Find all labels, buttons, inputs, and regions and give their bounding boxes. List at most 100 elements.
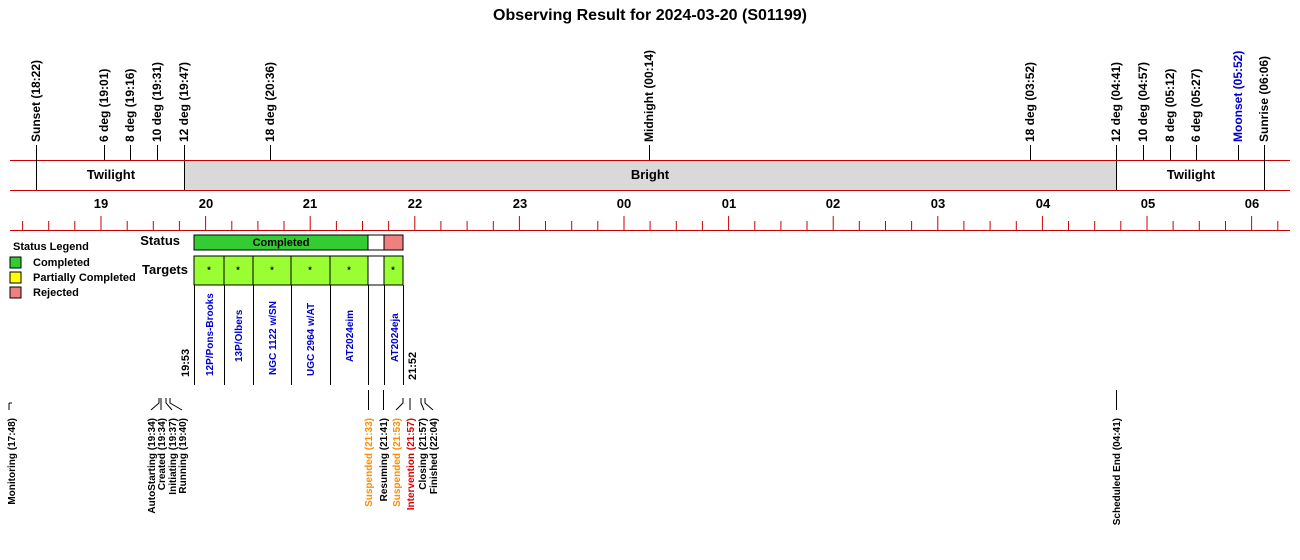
status-block-gap bbox=[367, 234, 385, 251]
start-time-label: 19:53 bbox=[180, 349, 192, 377]
log-event-created: Created (19:34) bbox=[157, 418, 168, 490]
legend-title: Status Legend bbox=[13, 241, 89, 253]
status-block-rejected[interactable] bbox=[383, 234, 404, 251]
log-connector bbox=[424, 398, 434, 411]
target-names: 12P/Pons-Brooks 13P/Olbers NGC 1122 w/SN… bbox=[180, 285, 419, 385]
sky-event-8deg-morning: 8 deg (05:12) bbox=[1163, 69, 1177, 160]
legend-swatch-partial bbox=[9, 271, 22, 284]
sky-event-label: 8 deg (05:12) bbox=[1163, 69, 1177, 142]
target-marker: * bbox=[236, 265, 240, 275]
end-time-label: 21:52 bbox=[407, 352, 419, 380]
sky-events: Sunset (18:22) 6 deg (19:01) 8 deg (19:1… bbox=[29, 50, 1271, 190]
sky-event-12deg-evening: 12 deg (19:47) bbox=[177, 62, 191, 160]
sky-event-6deg-morning: 6 deg (05:27) bbox=[1189, 69, 1203, 160]
hour-label: 03 bbox=[931, 196, 945, 211]
log-connector bbox=[165, 398, 173, 411]
target-name[interactable]: 13P/Olbers bbox=[234, 309, 245, 362]
hour-label: 00 bbox=[617, 196, 631, 211]
sky-event-sunset: Sunset (18:22) bbox=[29, 60, 43, 190]
sky-event-label: 12 deg (04:41) bbox=[1109, 62, 1123, 142]
log-event-running: Running (19:40) bbox=[178, 418, 189, 494]
target-name[interactable]: AT2024eim bbox=[345, 310, 356, 362]
log-connector bbox=[420, 398, 425, 411]
log-event-initiating: Initiating (19:37) bbox=[168, 418, 179, 495]
sky-event-label: Moonset (05:52) bbox=[1231, 51, 1245, 142]
hour-label: 04 bbox=[1036, 196, 1051, 211]
sky-bands: Twilight Bright Twilight bbox=[10, 160, 1290, 191]
hour-label: 19 bbox=[94, 196, 108, 211]
status-legend: Status Legend Completed Partially Comple… bbox=[9, 241, 136, 299]
sky-event-label: 18 deg (03:52) bbox=[1023, 62, 1037, 142]
log-connector bbox=[169, 398, 183, 411]
target-name[interactable]: 12P/Pons-Brooks bbox=[205, 293, 216, 376]
hour-ticks bbox=[22, 216, 1279, 230]
sky-event-label: Sunset (18:22) bbox=[29, 60, 43, 142]
sky-event-moonset: Moonset (05:52) bbox=[1231, 51, 1245, 160]
sky-event-10deg-evening: 10 deg (19:31) bbox=[150, 62, 164, 160]
target-block[interactable] bbox=[383, 255, 404, 286]
hour-label: 23 bbox=[513, 196, 527, 211]
sky-event-label: 10 deg (19:31) bbox=[150, 62, 164, 142]
log-event-intervention: Intervention (21:57) bbox=[406, 418, 417, 510]
target-block[interactable] bbox=[290, 255, 331, 286]
band-label-twilight: Twilight bbox=[87, 167, 136, 182]
target-block[interactable] bbox=[329, 255, 369, 286]
target-name[interactable]: UGC 2964 w/AT bbox=[306, 303, 317, 376]
hour-label: 02 bbox=[826, 196, 840, 211]
band-twilight-morning bbox=[1116, 161, 1290, 190]
log-connector bbox=[395, 398, 404, 411]
log-event-suspended: Suspended (21:33) bbox=[364, 418, 375, 507]
log-event-closing: Closing (21:57) bbox=[418, 418, 429, 490]
log-connector bbox=[150, 398, 160, 411]
hour-label: 05 bbox=[1141, 196, 1155, 211]
status-row-label: Status bbox=[140, 233, 180, 248]
sky-event-label: Midnight (00:14) bbox=[642, 50, 656, 142]
hour-label: 22 bbox=[408, 196, 422, 211]
log-event-suspended: Suspended (21:53) bbox=[392, 418, 403, 507]
log-event-scheduled-end: Scheduled End (04:41) bbox=[1112, 418, 1123, 525]
hour-label: 06 bbox=[1245, 196, 1259, 211]
log-event-monitoring: Monitoring (17:48) bbox=[7, 418, 18, 505]
status-bar: Completed bbox=[193, 234, 404, 251]
log-events: Monitoring (17:48) AutoStarting (19:34) … bbox=[7, 418, 1123, 525]
legend-swatch-rejected bbox=[9, 286, 22, 299]
sky-event-6deg-evening: 6 deg (19:01) bbox=[97, 69, 111, 160]
target-marker: * bbox=[207, 265, 211, 275]
target-block-gap bbox=[367, 255, 385, 286]
target-block[interactable] bbox=[223, 255, 254, 286]
band-bright bbox=[184, 161, 1116, 190]
sky-event-label: 12 deg (19:47) bbox=[177, 62, 191, 142]
sky-event-12deg-morning: 12 deg (04:41) bbox=[1109, 62, 1123, 160]
sky-event-8deg-evening: 8 deg (19:16) bbox=[123, 69, 137, 160]
band-label-twilight: Twilight bbox=[1167, 167, 1216, 182]
status-block-label: Completed bbox=[253, 237, 310, 249]
chart-title: Observing Result for 2024-03-20 (S01199) bbox=[493, 7, 807, 24]
target-name[interactable]: NGC 1122 w/SN bbox=[268, 301, 279, 375]
sky-event-sunrise: Sunrise (06:06) bbox=[1257, 56, 1271, 190]
target-block[interactable] bbox=[252, 255, 292, 286]
legend-label-partial: Partially Completed bbox=[33, 272, 136, 284]
log-event-finished: Finished (22:04) bbox=[429, 418, 440, 494]
sky-event-18deg-morning: 18 deg (03:52) bbox=[1023, 62, 1037, 160]
band-twilight-evening bbox=[10, 161, 184, 190]
target-marker: * bbox=[391, 265, 395, 275]
hour-label: 21 bbox=[303, 196, 317, 211]
legend-label-rejected: Rejected bbox=[33, 287, 79, 299]
sky-event-10deg-morning: 10 deg (04:57) bbox=[1136, 62, 1150, 160]
target-marker: * bbox=[270, 265, 274, 275]
hour-label: 20 bbox=[199, 196, 213, 211]
sky-event-label: Sunrise (06:06) bbox=[1257, 56, 1271, 142]
log-event-resuming: Resuming (21:41) bbox=[379, 418, 390, 501]
target-name[interactable]: AT2024eja bbox=[390, 313, 401, 362]
band-label-bright: Bright bbox=[631, 167, 670, 182]
sky-event-midnight: Midnight (00:14) bbox=[642, 50, 656, 160]
hour-axis: 19 20 21 22 23 00 01 02 03 04 05 06 bbox=[10, 196, 1290, 231]
targets-row-label: Targets bbox=[142, 262, 188, 277]
log-event-markers bbox=[8, 390, 1117, 411]
sky-event-label: 8 deg (19:16) bbox=[123, 69, 137, 142]
legend-swatch-completed bbox=[9, 256, 22, 269]
log-event-autostarting: AutoStarting (19:34) bbox=[147, 418, 158, 514]
target-block[interactable] bbox=[193, 255, 225, 286]
targets-row: * * * * * * bbox=[193, 255, 404, 286]
